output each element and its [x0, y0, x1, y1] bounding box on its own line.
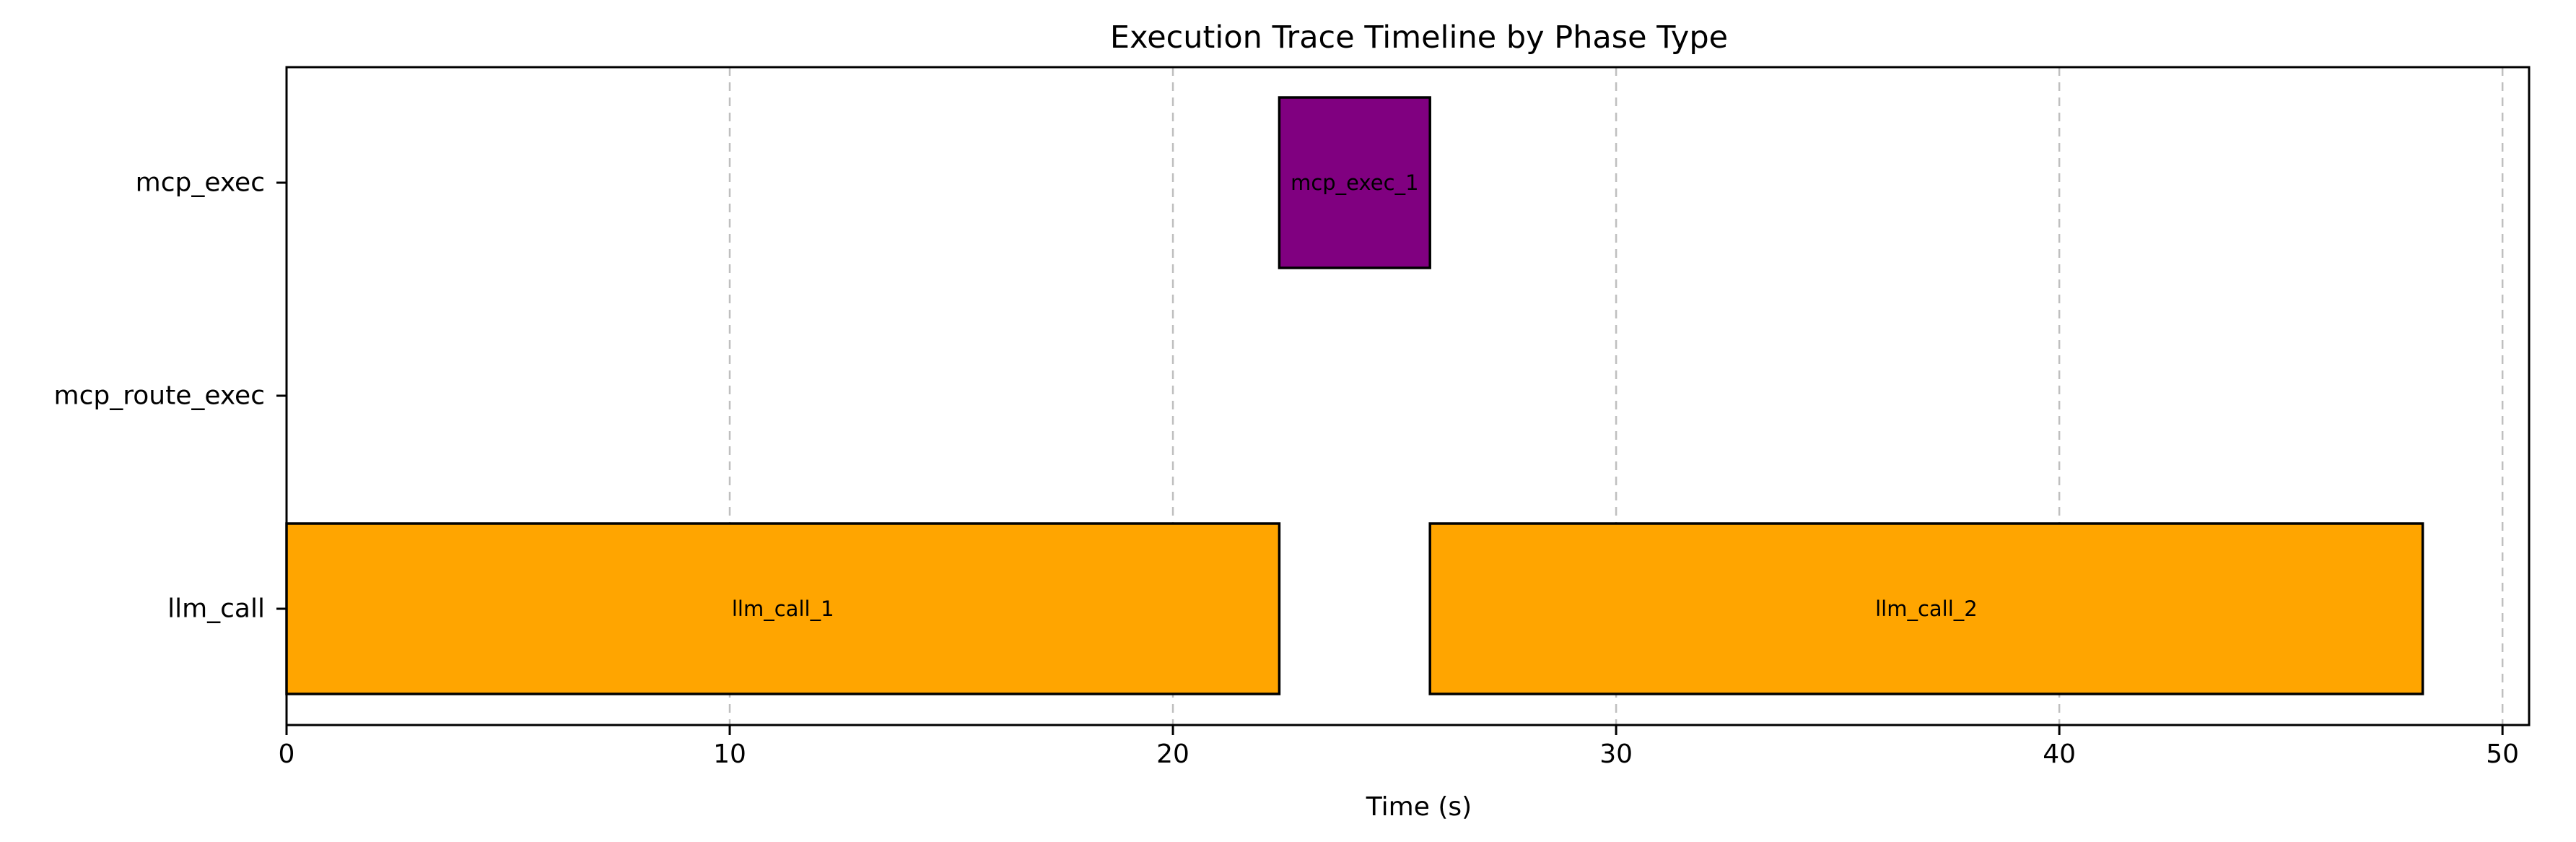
- bars: llm_call_1 mcp_exec_1 llm_call_2: [285, 96, 2424, 695]
- x-axis-label: Time (s): [1366, 792, 1472, 822]
- x-axis-ticks: 0 10 20 30 40 50: [279, 725, 2519, 769]
- x-tick-label-3: 30: [1599, 739, 1633, 769]
- x-tick-label-4: 40: [2043, 739, 2076, 769]
- bar-label-llm_call_2: llm_call_2: [1875, 596, 1978, 621]
- x-tick-label-2: 20: [1156, 739, 1189, 769]
- x-tick-label-5: 50: [2486, 739, 2519, 769]
- x-tick-label-1: 10: [713, 739, 746, 769]
- bar-llm_call_1: [285, 522, 1281, 695]
- chart-title: Execution Trace Timeline by Phase Type: [1110, 19, 1728, 56]
- y-tick-label-llm_call: llm_call: [167, 594, 265, 624]
- bar-llm_call_2: [1428, 522, 2424, 695]
- x-tick-label-0: 0: [279, 739, 295, 769]
- bar-label-llm_call_1: llm_call_1: [732, 596, 834, 621]
- y-tick-label-mcp_exec: mcp_exec: [136, 168, 265, 198]
- y-tick-label-mcp_route_exec: mcp_route_exec: [54, 381, 265, 411]
- bar-label-mcp_exec_1: mcp_exec_1: [1291, 170, 1418, 195]
- bar-mcp_exec_1: [1278, 96, 1431, 269]
- y-axis-ticks: mcp_exec mcp_route_exec llm_call: [54, 168, 287, 624]
